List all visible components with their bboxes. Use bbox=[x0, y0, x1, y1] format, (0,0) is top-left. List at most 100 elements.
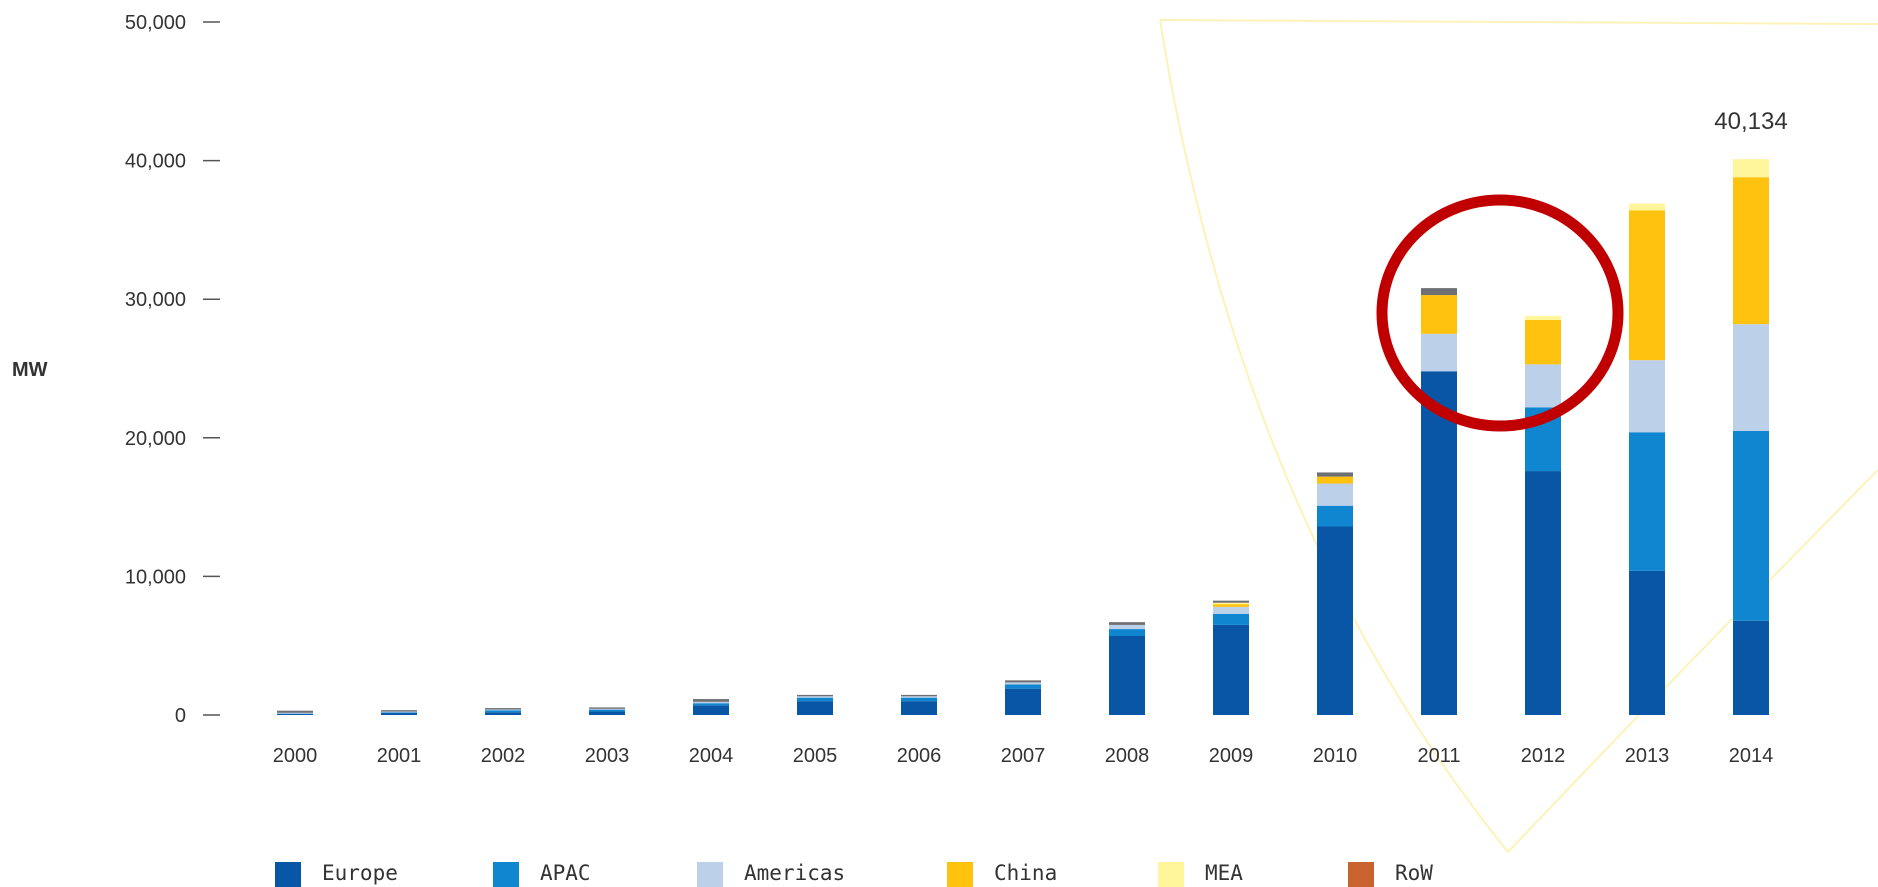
bar-segment-other-2001 bbox=[381, 710, 417, 712]
bar-segment-other-2006 bbox=[901, 694, 937, 697]
legend: Europe APAC Americas China MEA RoW bbox=[275, 861, 1433, 887]
bar-segment-other-2008 bbox=[1109, 622, 1145, 625]
bar-segment-mea-2013 bbox=[1629, 203, 1665, 211]
x-tick-label: 2010 bbox=[1313, 745, 1358, 767]
x-axis: 2000 2001 2002 2003 2004 2005 2006 2007 2008 2009… bbox=[273, 745, 1774, 767]
x-tick-label: 2014 bbox=[1729, 745, 1774, 767]
bar-segment-americas-2012 bbox=[1525, 364, 1561, 408]
bar-segment-other-2002 bbox=[485, 708, 521, 710]
bar-segment-europe-2006 bbox=[901, 701, 937, 715]
y-tick-label: 30,000 bbox=[125, 289, 186, 311]
bar-segment-apac-2001 bbox=[381, 712, 417, 714]
x-tick-label: 2000 bbox=[273, 745, 318, 767]
bar-segment-mea-2012 bbox=[1525, 315, 1561, 320]
y-axis-title: MW bbox=[12, 359, 48, 381]
bar-segment-china-2010 bbox=[1317, 476, 1353, 484]
background-outline bbox=[1159, 19, 1878, 853]
bar-segment-europe-2000 bbox=[277, 713, 313, 715]
legend-swatch-row bbox=[1348, 862, 1374, 887]
x-tick-label: 2005 bbox=[793, 745, 838, 767]
bar-segment-americas-2004 bbox=[693, 701, 729, 704]
bar-segment-apac-2007 bbox=[1005, 684, 1041, 689]
bar-segment-europe-2003 bbox=[589, 711, 625, 715]
bar-segment-other-2005 bbox=[797, 694, 833, 697]
bar-segment-other-2010 bbox=[1317, 472, 1353, 477]
bar-segment-americas-2000 bbox=[277, 712, 313, 714]
legend-label-americas: Americas bbox=[744, 861, 845, 885]
bar-segment-apac-2005 bbox=[797, 697, 833, 702]
bars bbox=[277, 159, 1769, 715]
bar-segment-europe-2013 bbox=[1629, 570, 1665, 715]
annotations: 40,134 bbox=[1714, 108, 1787, 135]
x-tick-label: 2009 bbox=[1209, 745, 1254, 767]
x-tick-label: 2007 bbox=[1001, 745, 1046, 767]
bar-segment-europe-2010 bbox=[1317, 526, 1353, 715]
x-tick-label: 2011 bbox=[1417, 745, 1460, 767]
bar-segment-europe-2007 bbox=[1005, 688, 1041, 715]
bar-segment-other-2003 bbox=[589, 707, 625, 709]
bar-segment-europe-2011 bbox=[1421, 371, 1457, 715]
highlight-circle bbox=[1376, 194, 1624, 432]
legend-swatch-europe bbox=[275, 862, 301, 887]
bar-segment-americas-2014 bbox=[1733, 324, 1769, 431]
x-tick-label: 2008 bbox=[1105, 745, 1150, 767]
y-tick-label: 50,000 bbox=[125, 12, 186, 34]
bar-segment-china-2014 bbox=[1733, 177, 1769, 325]
bar-segment-other-2007 bbox=[1005, 680, 1041, 683]
y-tick-label: 20,000 bbox=[125, 428, 186, 450]
bar-segment-apac-2009 bbox=[1213, 613, 1249, 625]
legend-swatch-apac bbox=[493, 862, 519, 887]
bar-segment-apac-2010 bbox=[1317, 505, 1353, 527]
bar-segment-europe-2009 bbox=[1213, 624, 1249, 715]
total-label: 40,134 bbox=[1714, 108, 1787, 135]
bar-segment-europe-2008 bbox=[1109, 635, 1145, 715]
legend-swatch-mea bbox=[1158, 862, 1184, 887]
bar-segment-apac-2008 bbox=[1109, 629, 1145, 636]
bar-segment-apac-2003 bbox=[589, 709, 625, 712]
y-tick-label: 10,000 bbox=[125, 566, 186, 588]
legend-label-europe: Europe bbox=[322, 861, 398, 885]
bar-segment-americas-2008 bbox=[1109, 624, 1145, 630]
bar-segment-other-2011 bbox=[1421, 288, 1457, 296]
x-tick-label: 2003 bbox=[585, 745, 630, 767]
bar-segment-europe-2012 bbox=[1525, 471, 1561, 715]
bar-segment-other-2004 bbox=[693, 699, 729, 702]
bar-segment-americas-2013 bbox=[1629, 360, 1665, 433]
bar-segment-apac-2013 bbox=[1629, 432, 1665, 571]
x-tick-label: 2006 bbox=[897, 745, 942, 767]
bar-segment-americas-2003 bbox=[589, 708, 625, 710]
bar-segment-europe-2005 bbox=[797, 701, 833, 715]
y-tick-label: 40,000 bbox=[125, 151, 186, 173]
bar-segment-mea-2009 bbox=[1213, 602, 1249, 605]
bar-segment-china-2013 bbox=[1629, 210, 1665, 361]
bar-segment-americas-2009 bbox=[1213, 606, 1249, 614]
x-tick-label: 2001 bbox=[377, 745, 422, 767]
legend-swatch-china bbox=[947, 862, 973, 887]
legend-label-china: China bbox=[994, 861, 1057, 885]
y-axis: 0 10,000 20,000 30,000 40,000 50,000 bbox=[125, 12, 220, 727]
bar-segment-americas-2001 bbox=[381, 711, 417, 713]
bar-segment-apac-2004 bbox=[693, 703, 729, 706]
y-tick-label: 0 bbox=[175, 705, 186, 727]
bar-segment-apac-2002 bbox=[485, 710, 521, 713]
legend-swatch-americas bbox=[697, 862, 723, 887]
legend-label-mea: MEA bbox=[1205, 861, 1243, 885]
bar-segment-apac-2006 bbox=[901, 697, 937, 702]
bar-segment-europe-2001 bbox=[381, 712, 417, 715]
x-tick-label: 2002 bbox=[481, 745, 526, 767]
bar-segment-americas-2005 bbox=[797, 696, 833, 698]
bar-segment-other-2000 bbox=[277, 710, 313, 713]
x-tick-label: 2013 bbox=[1625, 745, 1670, 767]
bar-segment-china-2012 bbox=[1525, 319, 1561, 365]
bar-segment-americas-2006 bbox=[901, 696, 937, 698]
bar-segment-apac-2014 bbox=[1733, 430, 1769, 621]
bar-segment-americas-2011 bbox=[1421, 333, 1457, 372]
bar-segment-americas-2010 bbox=[1317, 483, 1353, 506]
bar-segment-mea-2014 bbox=[1733, 159, 1769, 178]
bar-segment-china-2011 bbox=[1421, 295, 1457, 334]
x-tick-label: 2012 bbox=[1521, 745, 1566, 767]
x-tick-label: 2004 bbox=[689, 745, 734, 767]
legend-label-apac: APAC bbox=[540, 861, 591, 885]
bar-segment-europe-2004 bbox=[693, 705, 729, 715]
